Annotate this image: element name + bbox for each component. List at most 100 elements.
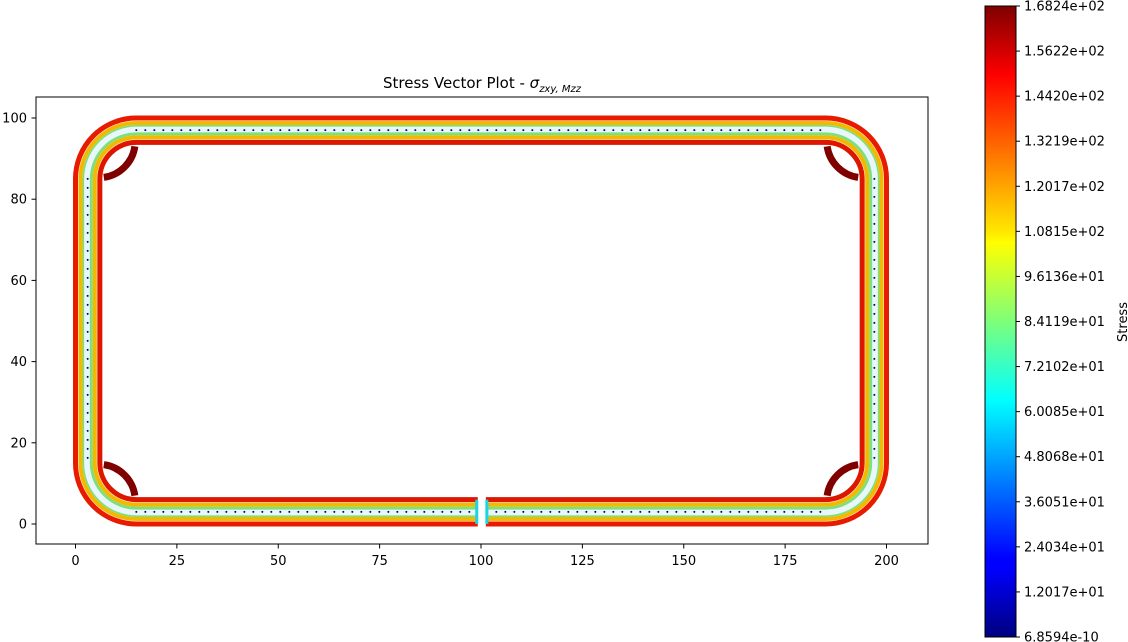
stress-vector bbox=[873, 258, 876, 261]
stress-vector bbox=[86, 204, 89, 207]
stress-vector bbox=[549, 129, 552, 132]
stress-vector bbox=[657, 129, 660, 132]
stress-vector bbox=[873, 267, 876, 270]
stress-vector bbox=[153, 129, 156, 132]
stress-vector bbox=[765, 129, 768, 132]
stress-vector bbox=[378, 129, 381, 132]
inner-corner-peak bbox=[103, 145, 139, 181]
stress-vector bbox=[747, 129, 750, 132]
stress-vector bbox=[612, 129, 615, 132]
stress-vector bbox=[810, 510, 813, 513]
stress-vector bbox=[333, 510, 336, 513]
stress-vector bbox=[360, 510, 363, 513]
stress-vector bbox=[801, 510, 804, 513]
colorbar-tick-label: 1.3219e+02 bbox=[1024, 135, 1105, 150]
stress-vector bbox=[342, 510, 345, 513]
stress-vector bbox=[666, 510, 669, 513]
stress-vector bbox=[171, 129, 174, 132]
stress-vector bbox=[873, 249, 876, 252]
stress-vector bbox=[531, 129, 534, 132]
stress-vector bbox=[86, 276, 89, 279]
outer-edge-band bbox=[73, 115, 889, 527]
stress-vector bbox=[594, 510, 597, 513]
y-tick-label: 40 bbox=[10, 355, 27, 370]
stress-vector bbox=[873, 285, 876, 288]
x-tick-label: 50 bbox=[270, 554, 287, 569]
stress-vector bbox=[86, 348, 89, 351]
plot-frame bbox=[35, 96, 929, 545]
inner-transition-band bbox=[92, 135, 870, 507]
stress-vector bbox=[414, 129, 417, 132]
stress-vector bbox=[459, 510, 462, 513]
stress-vector bbox=[873, 438, 876, 441]
stress-vector bbox=[873, 177, 876, 180]
stress-vector bbox=[738, 129, 741, 132]
stress-vector bbox=[873, 375, 876, 378]
stress-vector bbox=[873, 420, 876, 423]
stress-vector bbox=[252, 510, 255, 513]
inner-corner-peak bbox=[103, 461, 139, 497]
stress-vector bbox=[873, 357, 876, 360]
colorbar-tick-label: 6.0085e+01 bbox=[1024, 405, 1105, 420]
stress-vector bbox=[486, 129, 489, 132]
stress-vector bbox=[86, 195, 89, 198]
stress-vector bbox=[675, 510, 678, 513]
stress-vector bbox=[594, 129, 597, 132]
y-axis: 0 20 40 60 80 100 bbox=[2, 112, 36, 533]
stress-vector bbox=[729, 129, 732, 132]
stress-vector bbox=[873, 276, 876, 279]
colorbar-tick-label: 3.6051e+01 bbox=[1024, 495, 1105, 510]
stress-vector bbox=[711, 510, 714, 513]
stress-vector bbox=[873, 348, 876, 351]
stress-vector bbox=[630, 510, 633, 513]
stress-vector bbox=[702, 510, 705, 513]
colorbar-tick-label: 7.2102e+01 bbox=[1024, 360, 1105, 375]
stress-vector bbox=[297, 510, 300, 513]
stress-vector bbox=[432, 129, 435, 132]
stress-vector bbox=[135, 510, 138, 513]
stress-vector bbox=[873, 213, 876, 216]
stress-vector bbox=[171, 510, 174, 513]
stress-vector bbox=[576, 510, 579, 513]
y-tick-label: 0 bbox=[19, 518, 27, 533]
stress-vector bbox=[639, 129, 642, 132]
y-tick-label: 60 bbox=[10, 274, 27, 289]
stress-vector bbox=[86, 339, 89, 342]
inner-corner-peak bbox=[823, 145, 859, 181]
stress-vector bbox=[873, 204, 876, 207]
colorbar-tick-label: 1.6824e+02 bbox=[1024, 0, 1105, 15]
stress-vector bbox=[873, 222, 876, 225]
stress-vector bbox=[144, 129, 147, 132]
stress-vector bbox=[693, 510, 696, 513]
stress-vector bbox=[324, 129, 327, 132]
stress-vector bbox=[783, 510, 786, 513]
y-tick-label: 80 bbox=[10, 193, 27, 208]
stress-vector bbox=[873, 195, 876, 198]
stress-vector bbox=[387, 510, 390, 513]
cross-section-mesh bbox=[73, 115, 889, 534]
stress-vector bbox=[86, 312, 89, 315]
y-tick-label: 100 bbox=[2, 112, 27, 127]
stress-vector bbox=[216, 510, 219, 513]
stress-vector bbox=[243, 510, 246, 513]
stress-vector bbox=[86, 231, 89, 234]
stress-vector bbox=[270, 510, 273, 513]
inner-mid-band bbox=[89, 132, 873, 510]
stress-vector bbox=[504, 510, 507, 513]
stress-vector bbox=[873, 312, 876, 315]
chart-title: Stress Vector Plot - σzxy, Mzz bbox=[383, 74, 582, 95]
stress-vector bbox=[558, 129, 561, 132]
stress-vector bbox=[86, 303, 89, 306]
stress-vector bbox=[720, 510, 723, 513]
stress-vector bbox=[86, 177, 89, 180]
stress-vector bbox=[648, 129, 651, 132]
x-tick-label: 175 bbox=[773, 554, 798, 569]
stress-vector bbox=[873, 456, 876, 459]
stress-vector bbox=[621, 510, 624, 513]
stress-vector bbox=[675, 129, 678, 132]
stress-vector bbox=[774, 129, 777, 132]
stress-vector bbox=[86, 267, 89, 270]
colorbar-tick-label: 1.2017e+01 bbox=[1024, 585, 1105, 600]
stress-vector bbox=[86, 366, 89, 369]
